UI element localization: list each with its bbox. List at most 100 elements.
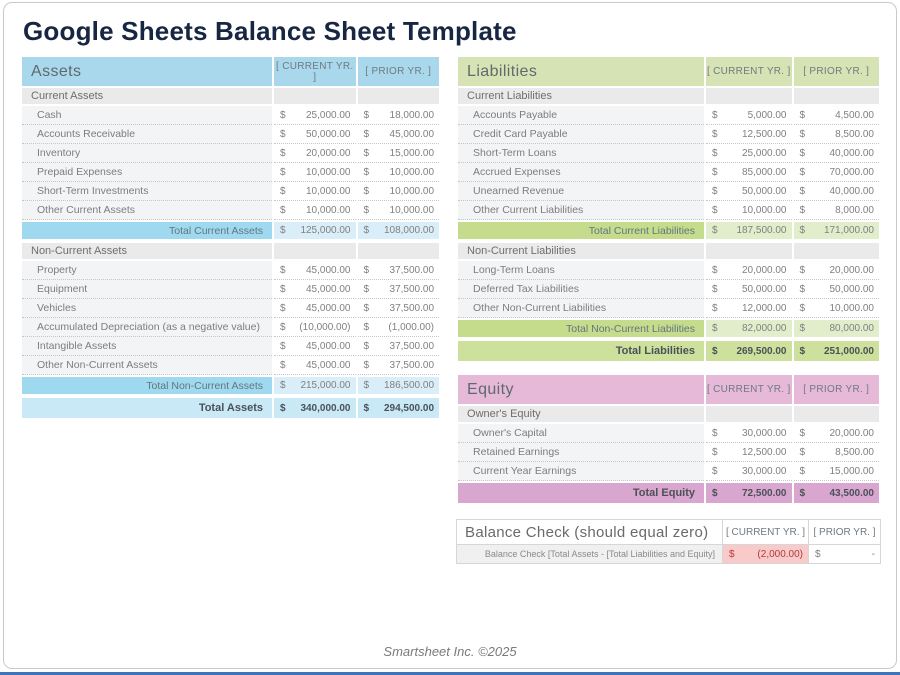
item-row: Accounts Receivable $50,000.00 $45,000.00 [22,125,440,144]
col-header-current: [ CURRENT YR. ] [274,57,356,86]
col-header-current: [ CURRENT YR. ] [722,519,810,545]
item-row: Deferred Tax Liabilities $50,000.00 $50,00… [458,280,879,299]
amount-cell: $50,000.00 [706,280,792,299]
currency-symbol: $ [280,302,286,314]
amount: 251,000.00 [823,345,874,357]
amount-cell: $10,000.00 [706,201,792,220]
amount: 37,500.00 [389,302,435,314]
amount-cell: $ (1,000.00) [357,318,440,337]
amount-cell: $37,500.00 [357,299,440,318]
amount: 10,000.00 [306,185,351,197]
amount: 45,000.00 [306,264,351,276]
amount-cell: $40,000.00 [793,182,879,201]
amount: 50,000.00 [829,283,875,295]
currency-symbol: $ [280,128,286,140]
amount-cell: $8,000.00 [793,201,879,220]
currency-symbol: $ [815,548,821,560]
amount: 12,500.00 [742,446,787,458]
amount: 45,000.00 [306,283,351,295]
currency-symbol: $ [280,264,286,276]
item-label: Intangible Assets [22,337,272,356]
item-label: Other Non-Current Assets [22,356,272,375]
item-row: Vehicles $45,000.00 $37,500.00 [22,299,440,318]
amount: 294,500.00 [383,402,435,414]
grand-total-row: Total Equity $72,500.00 $43,500.00 [458,481,879,503]
item-label: Retained Earnings [458,443,705,462]
currency-symbol: $ [280,340,286,352]
item-row: Intangible Assets $45,000.00 $37,500.00 [22,337,440,356]
currency-symbol: $ [363,321,370,333]
amount: 187,500.00 [736,225,787,236]
grand-total-row: Total Liabilities $269,500.00 $251,000.00 [458,339,879,361]
right-column: Liabilities[ CURRENT YR. ][ PRIOR YR. ] C… [456,57,881,564]
spacer [456,503,881,519]
section-label: Non-Current Liabilities [458,241,705,261]
item-row: Credit Card Payable $12,500.00 $8,500.00 [458,125,879,144]
amount-cell: $45,000.00 [357,125,440,144]
amount-cell: $50,000.00 [706,182,792,201]
amount-cell: $171,000.00 [793,220,879,241]
amount-cell: $50,000.00 [793,280,879,299]
currency-symbol: $ [363,128,370,140]
currency-symbol: $ [712,225,718,236]
amount-cell: $45,000.00 [274,261,356,280]
currency-symbol: $ [280,283,286,295]
amount-cell: $37,500.00 [357,337,440,356]
section-row: Current Liabilities [458,86,879,106]
balance-check-table: Balance Check (should equal zero) [ CURR… [456,519,881,564]
amount: 10,000.00 [389,166,435,178]
currency-symbol: $ [363,380,370,391]
table-title: Assets [22,57,272,86]
total-label: Total Non-Current Assets [22,375,272,396]
amount: 186,500.00 [383,380,435,391]
amount-cell: $72,500.00 [706,481,792,503]
item-row: Accounts Payable $5,000.00 $4,500.00 [458,106,879,125]
item-row: Short-Term Loans $25,000.00 $40,000.00 [458,144,879,163]
currency-symbol: $ [799,264,806,276]
currency-symbol: $ [280,166,286,178]
item-row: Prepaid Expenses $10,000.00 $10,000.00 [22,163,440,182]
amount-cell: $45,000.00 [274,299,356,318]
item-row: Short-Term Investments $10,000.00 $10,000.… [22,182,440,201]
item-row: Other Non-Current Assets $45,000.00 $37,50… [22,356,440,375]
item-label: Accounts Receivable [22,125,272,144]
amount: 5,000.00 [747,109,787,121]
item-label: Long-Term Loans [458,261,705,280]
table-title: Liabilities [458,57,705,86]
amount: 45,000.00 [389,128,435,140]
currency-symbol: $ [280,204,286,216]
amount-cell: $186,500.00 [357,375,440,396]
amount-cell: $20,000.00 [706,261,792,280]
currency-symbol: $ [799,323,806,334]
currency-symbol: $ [712,283,718,295]
balance-check-row: Balance Check [Total Assets - [Total Lia… [456,544,881,564]
amount-cell: $37,500.00 [357,280,440,299]
amount-cell: $40,000.00 [793,144,879,163]
section-row: Non-Current Assets [22,241,440,261]
amount-cell: $12,500.00 [706,443,792,462]
amount-cell: $45,000.00 [274,356,356,375]
amount-cell: $37,500.00 [357,261,440,280]
total-label: Total Current Assets [22,220,272,241]
amount: 40,000.00 [829,185,875,197]
currency-symbol: $ [363,185,370,197]
currency-symbol: $ [363,109,370,121]
currency-symbol: $ [799,487,806,499]
spacer [456,361,881,375]
amount: 20,000.00 [742,264,787,276]
currency-symbol: $ [712,147,718,159]
amount: 25,000.00 [742,147,787,159]
currency-symbol: $ [712,128,718,140]
amount: 25,000.00 [306,109,351,121]
currency-symbol: $ [799,204,806,216]
currency-symbol: $ [280,380,286,391]
amount: 12,000.00 [742,302,787,314]
amount-cell: $18,000.00 [357,106,440,125]
amount: (1,000.00) [388,321,435,333]
amount-cell: $50,000.00 [274,125,356,144]
balance-check-prior-cell: $ - [808,544,881,564]
item-label: Credit Card Payable [458,125,705,144]
amount-cell: $10,000.00 [793,299,879,318]
page-title: Google Sheets Balance Sheet Template [23,16,517,46]
amount-cell: $43,500.00 [793,481,879,503]
